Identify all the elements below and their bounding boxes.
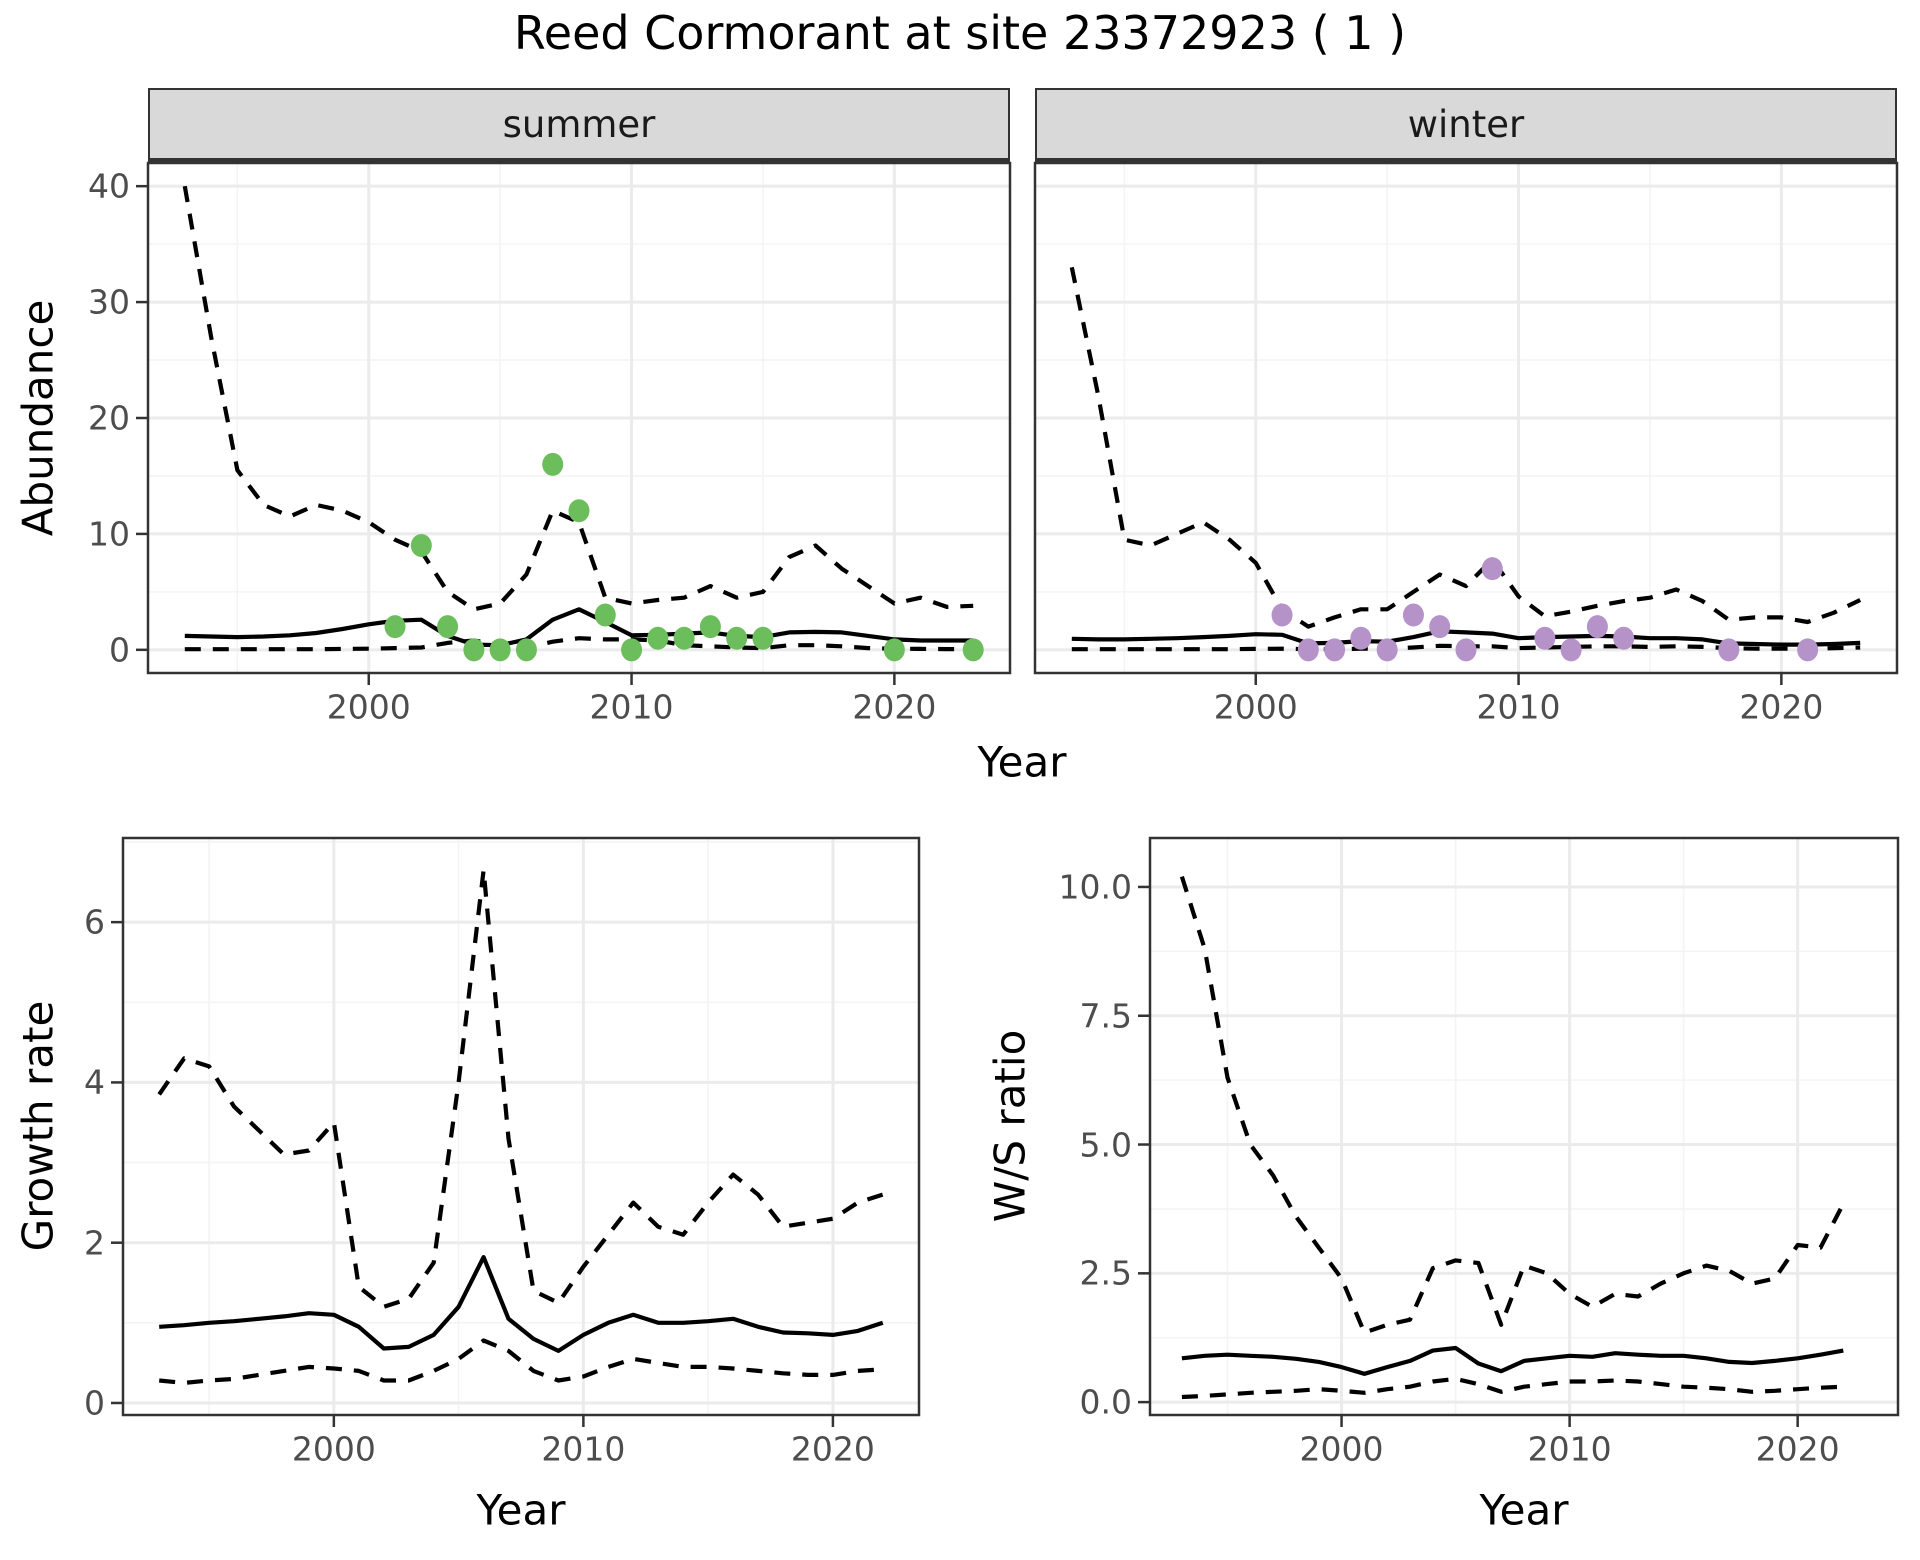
observation-point-abundance-winter — [1402, 603, 1424, 627]
observation-point-abundance-winter — [1324, 638, 1346, 662]
median-line-growth-rate — [159, 1255, 884, 1353]
observation-point-abundance-winter — [1481, 557, 1503, 581]
observation-point-abundance-summer — [515, 638, 537, 662]
observation-point-abundance-summer — [568, 499, 590, 523]
observation-point-abundance-summer — [962, 638, 984, 662]
observation-point-abundance-summer — [410, 534, 432, 557]
observation-point-abundance-winter — [1718, 638, 1740, 662]
upper_95ci-line-abundance-winter — [1069, 266, 1862, 629]
panel-border-ws-ratio — [1148, 836, 1900, 1417]
upper_95ci-line-ws-ratio — [1179, 875, 1846, 1335]
observation-point-abundance-summer — [883, 638, 905, 662]
lower_95ci-line-growth-rate — [158, 1338, 883, 1385]
observation-point-abundance-winter — [1534, 626, 1556, 650]
observation-point-abundance-winter — [1586, 615, 1608, 639]
observation-point-abundance-summer — [647, 626, 669, 650]
observation-point-abundance-winter — [1376, 638, 1398, 662]
observation-point-abundance-winter — [1271, 603, 1293, 627]
lower_95ci-line-abundance-summer — [184, 636, 974, 652]
observation-point-abundance-summer — [673, 626, 695, 650]
median-line-ws-ratio — [1181, 1345, 1844, 1376]
observation-point-abundance-summer — [542, 452, 564, 476]
upper_95ci-line-growth-rate — [157, 868, 884, 1309]
observation-point-abundance-summer — [384, 615, 406, 639]
observation-point-abundance-winter — [1350, 626, 1372, 650]
observation-point-abundance-winter — [1613, 626, 1635, 650]
upper_95ci-line-abundance-summer — [182, 185, 974, 612]
panel-border-abundance-winter — [1033, 161, 1899, 675]
observation-point-abundance-summer — [437, 615, 459, 639]
observation-point-abundance-summer — [699, 615, 721, 639]
panel-background-ws-ratio — [1150, 838, 1898, 1415]
observation-point-abundance-winter — [1797, 638, 1819, 662]
observation-point-abundance-summer — [621, 638, 643, 662]
median-line-abundance-summer — [184, 607, 974, 648]
observation-point-abundance-winter — [1560, 638, 1582, 662]
observation-point-abundance-summer — [726, 626, 748, 650]
panel-border-growth-rate — [121, 836, 921, 1417]
observation-point-abundance-winter — [1429, 615, 1451, 639]
observation-point-abundance-winter — [1297, 638, 1319, 662]
observation-point-abundance-summer — [463, 638, 485, 662]
observation-point-abundance-summer — [594, 603, 616, 627]
observation-point-abundance-summer — [752, 626, 774, 650]
observation-point-abundance-winter — [1455, 638, 1477, 662]
observation-point-abundance-summer — [489, 638, 511, 662]
